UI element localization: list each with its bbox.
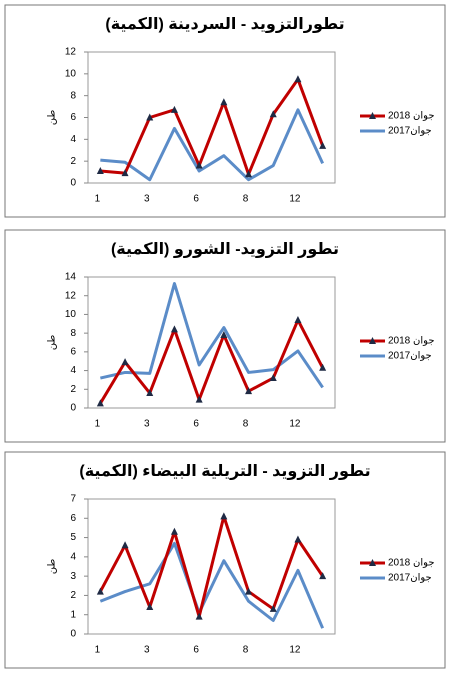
- marker: [220, 512, 228, 520]
- marker: [121, 541, 129, 549]
- plot-area: [87, 276, 336, 409]
- y-tick-label: 14: [65, 272, 77, 283]
- y-tick-label: 6: [70, 346, 76, 357]
- y-axis-label: طن: [47, 559, 58, 575]
- marker: [96, 399, 104, 407]
- y-tick-label: 4: [70, 134, 76, 145]
- series-line: [99, 541, 325, 629]
- y-tick-label: 1: [70, 609, 76, 620]
- marker: [319, 141, 327, 149]
- x-tick-label: 6: [193, 645, 199, 656]
- marker: [269, 604, 277, 612]
- series-line: [99, 514, 324, 619]
- marker: [319, 572, 327, 580]
- legend-marker: [369, 112, 376, 119]
- marker: [220, 331, 228, 339]
- marker: [269, 374, 277, 382]
- marker: [170, 325, 178, 333]
- marker: [146, 113, 154, 121]
- x-tick-label: 1: [95, 645, 101, 656]
- marker: [96, 166, 104, 174]
- legend-marker: [369, 559, 376, 566]
- y-tick-label: 3: [70, 571, 76, 582]
- y-tick-label: 8: [70, 90, 76, 101]
- marker: [146, 603, 154, 610]
- marker: [146, 389, 154, 397]
- y-tick-label: 2: [70, 156, 76, 167]
- y-axis-label: طن: [47, 110, 58, 126]
- chart-title: تطورالتزويد - السردينة (الكمية): [105, 16, 344, 33]
- y-tick-label: 4: [70, 365, 76, 376]
- marker: [245, 170, 253, 178]
- chart-title: تطور التزويد- الشورو (الكمية): [111, 241, 339, 258]
- x-tick-label: 3: [144, 645, 150, 656]
- marker: [195, 395, 203, 403]
- marker: [245, 387, 253, 395]
- marker: [269, 110, 277, 118]
- legend-label: جوان 2018: [388, 558, 435, 569]
- y-tick-label: 12: [65, 290, 77, 301]
- marker: [195, 161, 203, 169]
- y-tick-label: 0: [70, 403, 76, 414]
- marker: [294, 75, 302, 83]
- legend-label: جوان 2018: [388, 336, 435, 347]
- x-tick-label: 12: [289, 419, 301, 430]
- series-line: [100, 108, 325, 182]
- panel: [4, 451, 446, 669]
- marker: [170, 527, 178, 535]
- panel: [4, 4, 446, 218]
- x-tick-label: 8: [243, 419, 249, 430]
- y-tick-label: 5: [70, 532, 76, 543]
- marker: [319, 363, 327, 371]
- series-line: [100, 77, 325, 176]
- x-tick-label: 3: [144, 419, 150, 430]
- series-line: [99, 318, 324, 405]
- x-tick-label: 12: [289, 194, 301, 205]
- marker: [245, 587, 253, 595]
- y-tick-label: 2: [70, 384, 76, 395]
- y-tick-label: 7: [70, 494, 76, 505]
- y-tick-label: 8: [70, 328, 76, 339]
- y-tick-label: 2: [70, 590, 76, 601]
- legend-marker: [369, 337, 376, 344]
- marker: [96, 587, 104, 595]
- x-tick-label: 1: [95, 419, 101, 430]
- legend-label: جوان 2018: [388, 111, 435, 122]
- marker: [121, 169, 129, 177]
- x-tick-label: 6: [193, 194, 199, 205]
- x-tick-label: 12: [289, 645, 301, 656]
- y-axis-label: طن: [47, 335, 58, 351]
- legend-label: جوان2017: [388, 126, 432, 137]
- marker: [121, 358, 129, 366]
- x-tick-label: 1: [95, 194, 101, 205]
- marker: [170, 105, 178, 113]
- x-tick-label: 8: [243, 194, 249, 205]
- y-tick-label: 10: [65, 309, 77, 320]
- y-tick-label: 0: [70, 629, 76, 640]
- legend-label: جوان2017: [388, 573, 432, 584]
- y-tick-label: 10: [65, 68, 77, 79]
- series-line: [100, 282, 324, 389]
- x-tick-label: 3: [144, 194, 150, 205]
- y-tick-label: 6: [70, 112, 76, 123]
- y-tick-label: 0: [70, 178, 76, 189]
- marker: [195, 612, 203, 620]
- y-tick-label: 4: [70, 551, 76, 562]
- x-tick-label: 6: [193, 419, 199, 430]
- x-tick-label: 8: [243, 645, 249, 656]
- plot-area: [87, 498, 336, 635]
- y-tick-label: 12: [65, 47, 77, 58]
- legend-label: جوان2017: [388, 351, 432, 362]
- y-tick-label: 6: [70, 513, 76, 524]
- marker: [294, 535, 302, 543]
- marker: [294, 316, 302, 324]
- chart-title: تطور التزويد - التريلية البيضاء (الكمية): [79, 463, 370, 480]
- marker: [220, 98, 228, 106]
